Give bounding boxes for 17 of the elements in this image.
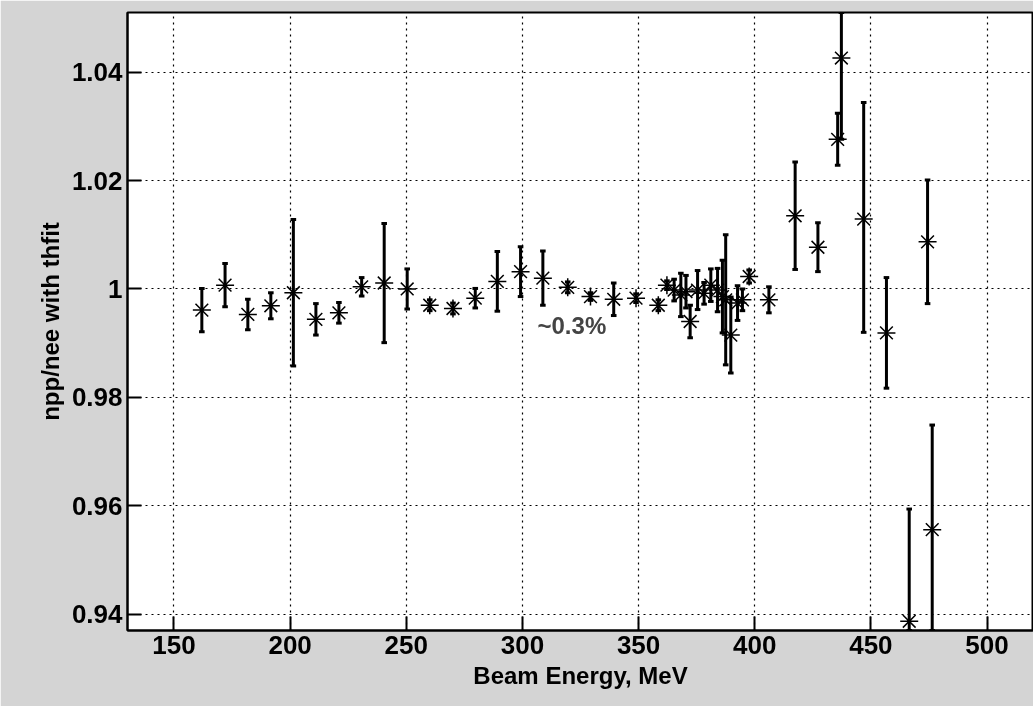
y-tick-label: 0.96 xyxy=(71,490,123,521)
x-tick-label: 350 xyxy=(616,629,661,660)
x-tick-label: 150 xyxy=(152,629,196,660)
x-tick-label: 400 xyxy=(733,629,777,660)
y-tick-label: 1 xyxy=(108,273,123,304)
y-axis-title: npp/nee with thfit xyxy=(36,222,64,421)
x-axis-title: Beam Energy, MeV xyxy=(473,661,688,689)
y-tick-label: 1.04 xyxy=(71,57,124,88)
x-tick-label: 500 xyxy=(965,629,1009,660)
annotation: ~0.3% xyxy=(537,311,607,339)
y-tick-label: 0.94 xyxy=(71,599,124,630)
x-tick-label: 250 xyxy=(384,629,428,660)
x-tick-label: 450 xyxy=(849,629,893,660)
y-tick-label: 0.98 xyxy=(71,382,123,413)
x-tick-label: 300 xyxy=(500,629,545,660)
x-tick-label: 200 xyxy=(268,629,312,660)
y-tick-label: 1.02 xyxy=(71,165,123,196)
